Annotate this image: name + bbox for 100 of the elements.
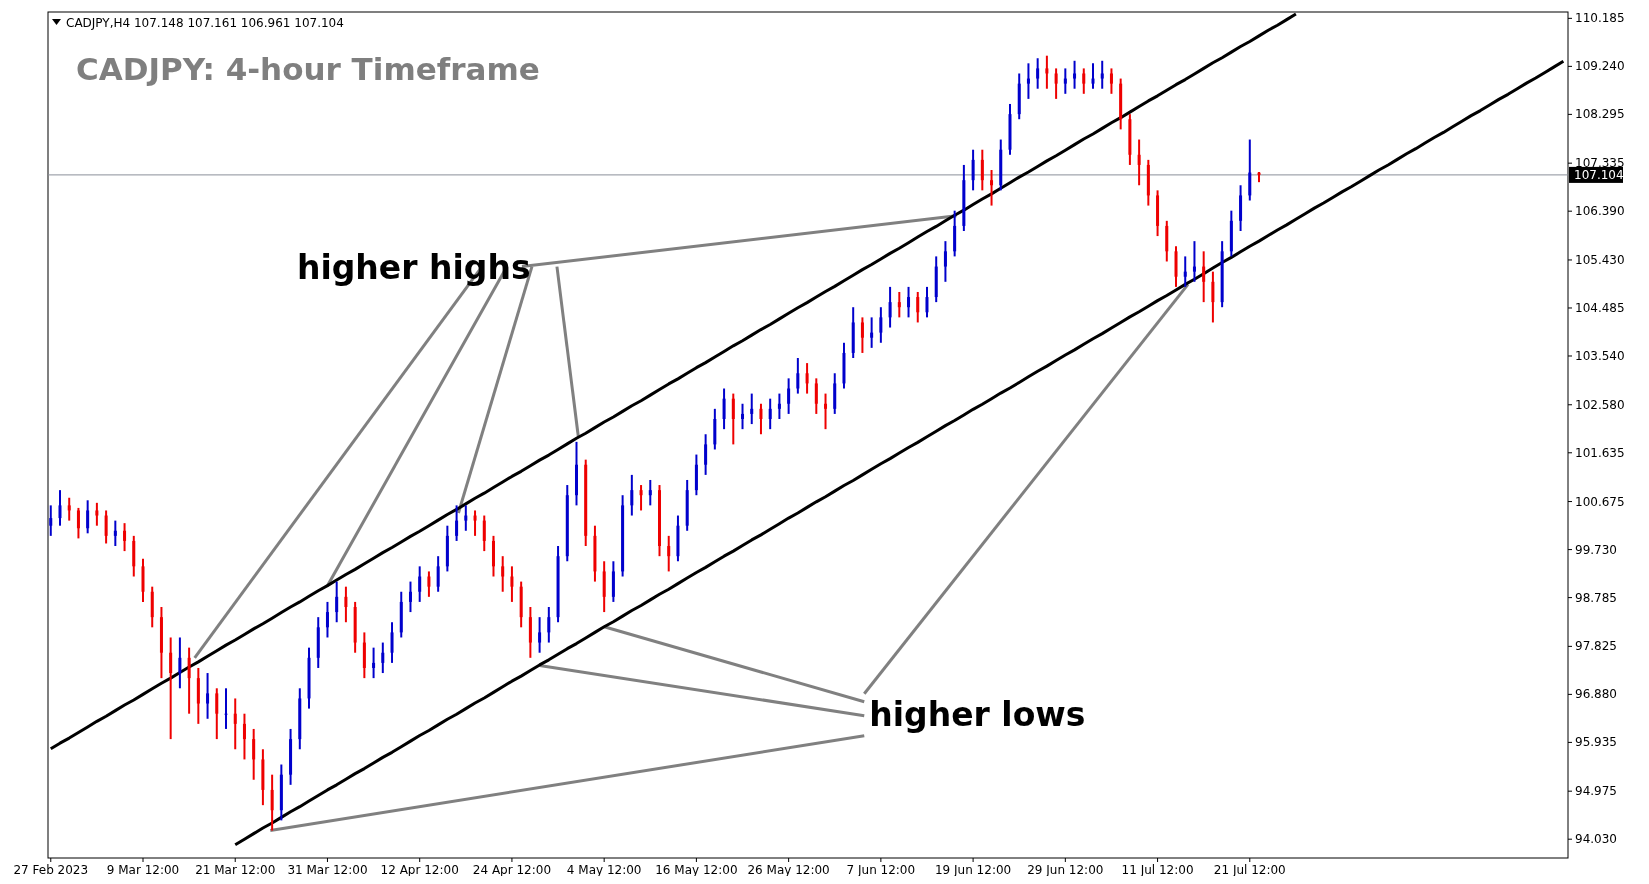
candlestick: [1109, 67, 1113, 95]
x-tick-label: 21 Mar 12:00: [195, 863, 276, 877]
candlestick: [233, 697, 237, 751]
candlestick: [704, 433, 708, 476]
candlestick: [879, 306, 883, 344]
candlestick: [1202, 250, 1206, 304]
candlestick: [870, 316, 874, 349]
candlestick: [759, 402, 763, 436]
candlestick: [750, 392, 754, 426]
candlestick: [796, 357, 800, 395]
candlestick: [824, 392, 828, 431]
candlestick: [1137, 138, 1141, 187]
x-tick-label: 29 Jun 12:00: [1027, 863, 1104, 877]
x-tick-label: 11 Jul 12:00: [1121, 863, 1194, 877]
candlestick: [547, 605, 551, 644]
x-tick-label: 24 Apr 12:00: [472, 863, 552, 877]
candlestick: [464, 504, 468, 532]
y-tick-label: 105.430: [1575, 252, 1625, 267]
candlestick: [270, 773, 274, 832]
x-tick-label: 21 Jul 12:00: [1213, 863, 1286, 877]
candlestick: [501, 555, 505, 593]
candlestick: [1248, 138, 1252, 202]
candlestick: [224, 687, 228, 730]
candlestick: [252, 727, 256, 781]
candlestick: [658, 484, 662, 558]
candlestick: [1045, 54, 1049, 90]
y-tick-label: 94.975: [1575, 784, 1617, 799]
x-tick-label: 4 May 12:00: [566, 863, 642, 877]
y-tick-label: 106.390: [1575, 204, 1625, 219]
y-tick-label: 94.030: [1575, 832, 1617, 847]
y-tick-label: 103.540: [1575, 348, 1625, 363]
candlestick: [95, 501, 99, 527]
x-tick-label: 26 May 12:00: [747, 863, 830, 877]
candlestick: [814, 377, 818, 415]
candlestick: [58, 489, 62, 527]
candlestick: [943, 240, 947, 283]
candlestick: [113, 519, 117, 548]
candlestick: [123, 522, 127, 553]
candlestick: [667, 534, 671, 573]
candlestick: [722, 387, 726, 431]
candlestick: [538, 616, 542, 654]
candlestick: [510, 565, 514, 603]
y-tick-label: 101.635: [1575, 445, 1625, 460]
x-tick-label: 19 Jun 12:00: [934, 863, 1012, 877]
x-tick-label: 7 Jun 12:00: [846, 863, 916, 877]
candlestick: [971, 148, 975, 192]
candlestick: [372, 646, 376, 680]
annotation: higher lows: [869, 694, 1086, 734]
candlestick: [575, 440, 578, 507]
candlestick: [418, 565, 422, 603]
candlestick: [1192, 240, 1196, 283]
y-tick-label: 97.825: [1575, 639, 1617, 654]
y-tick-label: 109.240: [1575, 59, 1625, 74]
candlestick: [169, 636, 173, 741]
candlestick: [335, 580, 339, 624]
y-tick-label: 110.185: [1575, 11, 1625, 26]
candlestick: [916, 290, 920, 324]
candlestick: [187, 646, 191, 715]
candlestick: [215, 687, 219, 741]
candlestick: [455, 504, 459, 542]
candlestick: [1073, 59, 1077, 90]
y-tick-label: 96.880: [1575, 687, 1617, 702]
candlestick: [630, 473, 634, 517]
y-tick-label: 98.785: [1575, 590, 1617, 605]
candlestick: [325, 600, 329, 639]
y-tick-label: 95.935: [1575, 735, 1617, 750]
candlestick: [1026, 62, 1030, 100]
candlestick: [888, 285, 892, 329]
candlestick: [648, 478, 652, 507]
x-tick-label: 12 Apr 12:00: [380, 863, 459, 877]
candlestick: [925, 285, 929, 319]
candlestick: [206, 672, 210, 720]
y-tick-label: 99.730: [1575, 542, 1617, 557]
x-tick-label: 9 Mar 12:00: [106, 863, 180, 877]
candlestick: [731, 392, 735, 446]
candlestick: [178, 636, 182, 690]
x-tick-label: 16 May 12:00: [655, 863, 738, 877]
candlestick: [860, 316, 864, 354]
text: CADJPY: 4-hour Timeframe: [76, 51, 540, 87]
y-tick-label: 104.485: [1575, 300, 1625, 315]
candlestick: [436, 555, 440, 593]
annotation: higher highs: [296, 247, 531, 287]
candlestick: [990, 169, 994, 207]
candlestick: [768, 397, 772, 431]
candlestick: [1100, 59, 1104, 90]
candlestick: [1211, 270, 1215, 324]
candlestick: [344, 585, 348, 624]
candlestick: [1183, 255, 1187, 288]
candlestick: [787, 377, 791, 415]
candlestick: [1054, 67, 1058, 100]
candlestick: [67, 496, 71, 522]
y-tick-label: 100.675: [1575, 494, 1625, 509]
annotation: CADJPY,H4 107.148 107.161 106.961 107.104: [66, 16, 344, 30]
candlestick: [980, 148, 984, 192]
candlestick: [1091, 62, 1095, 90]
x-tick-label: 31 Mar 12:00: [287, 863, 368, 877]
candlestick: [76, 506, 80, 540]
candlestick: [381, 641, 385, 675]
candlestick: [805, 362, 809, 395]
candlestick: [897, 290, 901, 319]
